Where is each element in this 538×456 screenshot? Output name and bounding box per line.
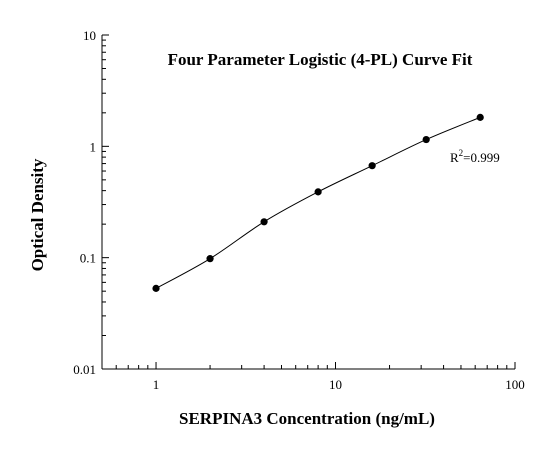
chart-title: Four Parameter Logistic (4-PL) Curve Fit — [168, 50, 473, 69]
y-tick-label: 0.1 — [80, 251, 96, 266]
data-point — [368, 162, 376, 170]
data-point — [260, 218, 268, 226]
data-point — [314, 188, 322, 196]
fit-curve — [155, 116, 481, 289]
r-squared-sup: 2 — [459, 148, 464, 158]
x-tick-label: 10 — [329, 377, 342, 392]
data-point — [422, 135, 430, 144]
axes — [101, 35, 515, 370]
data-point — [476, 113, 484, 121]
y-tick-label: 10 — [83, 28, 96, 43]
y-tick-label: 0.01 — [73, 362, 96, 377]
data-point — [152, 284, 160, 292]
fit-curve-group — [155, 116, 481, 289]
data-point — [206, 255, 214, 263]
r-squared-annotation: R2=0.999 — [450, 148, 500, 165]
data-points — [152, 113, 484, 292]
x-tick-label: 1 — [153, 377, 160, 392]
y-axis-title: Optical Density — [28, 158, 47, 271]
y-tick-label: 1 — [90, 139, 97, 154]
ticks: 1 10 100 0.01 0.1 1 10 — [73, 28, 525, 392]
r-squared-value: =0.999 — [463, 150, 500, 165]
x-tick-label: 100 — [505, 377, 525, 392]
r-squared-base: R — [450, 150, 459, 165]
x-axis-title: SERPINA3 Concentration (ng/mL) — [179, 409, 435, 428]
